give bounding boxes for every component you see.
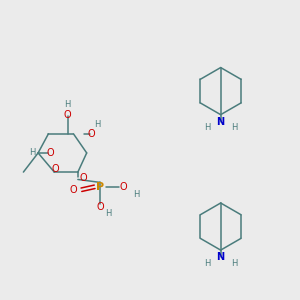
Text: O: O [46,148,54,158]
Text: O: O [87,129,95,139]
Text: H: H [106,209,112,218]
Text: H: H [134,190,140,199]
Text: P: P [96,182,104,192]
Text: H: H [231,259,237,268]
Text: H: H [204,123,211,132]
Text: H: H [29,148,35,158]
Text: O: O [70,185,77,195]
Text: H: H [231,123,237,132]
Text: H: H [94,120,100,129]
Text: N: N [217,253,225,262]
Text: O: O [64,110,71,120]
Text: O: O [80,173,88,183]
Text: N: N [217,117,225,127]
Text: O: O [96,202,104,212]
Text: H: H [204,259,211,268]
Text: O: O [52,164,60,173]
Text: H: H [64,100,71,109]
Text: O: O [120,182,127,192]
